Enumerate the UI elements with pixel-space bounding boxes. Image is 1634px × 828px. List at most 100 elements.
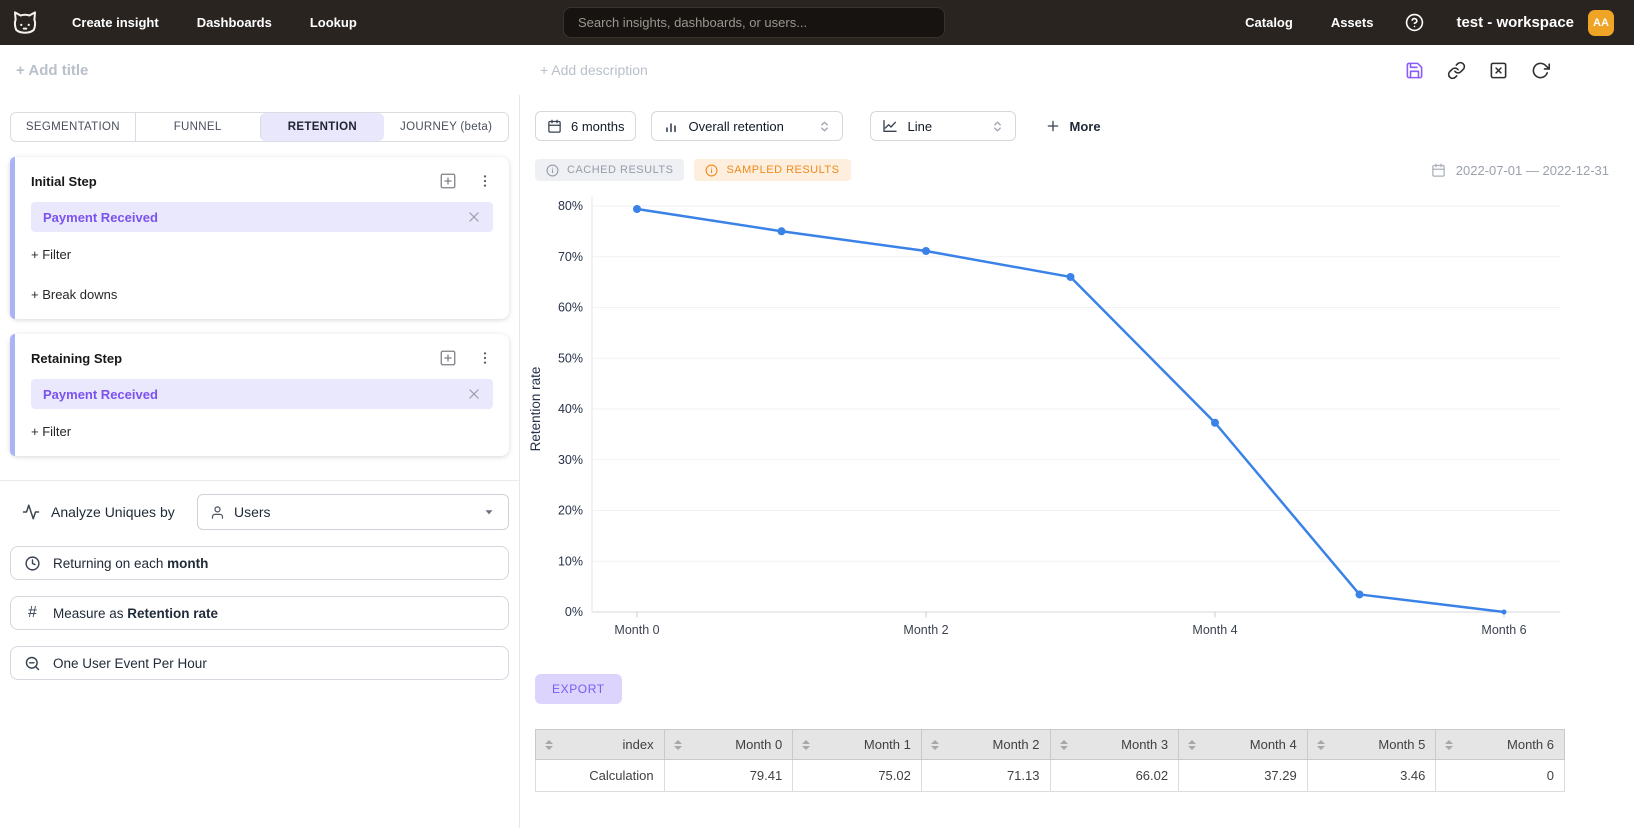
- date-range-button[interactable]: 6 months: [535, 111, 637, 141]
- select-chevrons-icon: [818, 120, 831, 133]
- table-header-month-1[interactable]: Month 1: [792, 729, 922, 760]
- table-cell: 66.02: [1049, 759, 1180, 792]
- option-returning-on-each-month[interactable]: Returning on each month: [10, 546, 509, 580]
- svg-text:60%: 60%: [558, 301, 583, 315]
- add-event-icon[interactable]: [439, 172, 457, 190]
- initial-step-card: Initial Step Paymen: [10, 157, 509, 319]
- initial-step-title: Initial Step: [31, 173, 97, 189]
- calendar-icon: [1431, 163, 1446, 178]
- table-cell: Calculation: [535, 759, 665, 792]
- sampled-results-badge[interactable]: SAMPLED RESULTS: [694, 159, 851, 181]
- table-header-month-6[interactable]: Month 6: [1435, 729, 1565, 760]
- retention-options: Returning on each month # Measure as Reten…: [10, 546, 509, 680]
- metric-select[interactable]: Overall retention: [651, 111, 844, 141]
- option-one-user-event-per-hour[interactable]: One User Event Per Hour: [10, 646, 509, 680]
- step-menu-icon[interactable]: [477, 173, 493, 189]
- tab-segmentation[interactable]: SEGMENTATION: [25, 121, 120, 133]
- refresh-icon[interactable]: [1531, 61, 1550, 80]
- sort-icon[interactable]: [930, 739, 939, 750]
- tab-funnel[interactable]: FUNNEL: [134, 113, 260, 141]
- sort-icon[interactable]: [1316, 739, 1325, 750]
- chart-date-range: 2022-07-01 — 2022-12-31: [1431, 163, 1609, 178]
- table-header-month-2[interactable]: Month 2: [920, 729, 1051, 760]
- svg-text:Month 2: Month 2: [903, 623, 948, 637]
- svg-text:80%: 80%: [558, 199, 583, 213]
- option-label: One User Event Per Hour: [53, 655, 207, 671]
- toolbar-actions: [1405, 61, 1550, 80]
- table-cell: 37.29: [1178, 759, 1308, 792]
- table-cell: 71.13: [920, 759, 1051, 792]
- workspace-name[interactable]: test - workspace: [1456, 14, 1574, 31]
- initial-step-event[interactable]: Payment Received: [31, 202, 493, 232]
- share-link-icon[interactable]: [1447, 61, 1466, 80]
- nav-create-insight[interactable]: Create insight: [72, 15, 159, 30]
- table-header-month-4[interactable]: Month 4: [1178, 729, 1308, 760]
- retaining-step-event[interactable]: Payment Received: [31, 379, 493, 409]
- analyze-entity-select[interactable]: Users: [197, 494, 509, 530]
- chart-controls: 6 months Overall retention: [535, 111, 1634, 141]
- bar-chart-icon: [663, 118, 679, 134]
- more-label: More: [1069, 118, 1101, 134]
- date-range-label: 6 months: [571, 118, 625, 134]
- sort-icon[interactable]: [802, 739, 811, 750]
- nav-catalog[interactable]: Catalog: [1245, 15, 1293, 30]
- data-point-month-1[interactable]: [777, 227, 786, 236]
- tab-journey-beta[interactable]: JOURNEY (beta): [400, 121, 493, 133]
- nav-dashboards[interactable]: Dashboards: [196, 15, 272, 30]
- option-label: Measure as Retention rate: [53, 605, 219, 621]
- user-icon: [210, 505, 225, 520]
- retention-chart-svg: 0% 10% 20% 30% 40% 50% 60% 70% 80% Month 0 Month 2…: [528, 196, 1561, 637]
- content: SEGMENTATION FUNNEL RETENTION JOURNEY (beta…: [0, 95, 1634, 828]
- more-button[interactable]: More: [1046, 118, 1101, 134]
- table-cell: 79.41: [663, 759, 794, 792]
- clock-icon: [24, 555, 41, 572]
- help-icon[interactable]: [1405, 13, 1424, 32]
- clear-square-icon[interactable]: [1489, 61, 1508, 80]
- add-breakdowns-button[interactable]: + Break downs: [31, 287, 118, 302]
- data-point-month-2[interactable]: [922, 247, 930, 256]
- svg-text:0%: 0%: [565, 605, 583, 619]
- sort-icon[interactable]: [1445, 739, 1454, 750]
- nav-assets[interactable]: Assets: [1330, 15, 1374, 30]
- info-icon: [546, 164, 559, 177]
- table-header-month-3[interactable]: Month 3: [1049, 729, 1180, 760]
- data-point-month-3[interactable]: [1066, 272, 1075, 281]
- save-icon[interactable]: [1405, 61, 1424, 80]
- add-title-button[interactable]: + Add title: [16, 61, 89, 79]
- hash-icon: #: [28, 604, 37, 621]
- add-event-icon[interactable]: [439, 349, 457, 367]
- tab-retention[interactable]: RETENTION: [259, 113, 385, 141]
- sort-icon[interactable]: [545, 739, 553, 750]
- chart-type-select[interactable]: Line: [870, 111, 1017, 141]
- search-input[interactable]: [563, 7, 945, 38]
- export-button[interactable]: EXPORT: [535, 674, 622, 704]
- event-name: Payment Received: [43, 386, 158, 402]
- add-description-button[interactable]: + Add description: [540, 62, 648, 78]
- sort-icon[interactable]: [1059, 739, 1068, 750]
- data-point-month-6[interactable]: [1501, 609, 1507, 615]
- svg-text:30%: 30%: [558, 453, 583, 467]
- data-point-month-0[interactable]: [633, 204, 641, 213]
- analyze-uniques-label: Analyze Uniques by: [51, 504, 175, 520]
- remove-event-icon[interactable]: [467, 210, 481, 224]
- table-header-month-0[interactable]: Month 0: [663, 729, 794, 760]
- nav-lookup[interactable]: Lookup: [309, 15, 357, 30]
- logo-cat-icon[interactable]: [10, 8, 40, 38]
- remove-event-icon[interactable]: [467, 387, 481, 401]
- avatar[interactable]: AA: [1588, 9, 1614, 36]
- data-point-month-4[interactable]: [1211, 418, 1219, 427]
- data-point-month-5[interactable]: [1355, 590, 1364, 599]
- table-header-index[interactable]: index: [535, 729, 665, 760]
- table-header-month-5[interactable]: Month 5: [1306, 729, 1437, 760]
- add-filter-button[interactable]: + Filter: [31, 247, 72, 262]
- sort-icon[interactable]: [1188, 739, 1197, 750]
- sort-icon[interactable]: [673, 739, 682, 750]
- nav-right: Catalog Assets test - workspace AA: [1245, 9, 1614, 36]
- retention-line-chart: 0% 10% 20% 30% 40% 50% 60% 70% 80% Month 0 Month 2…: [520, 186, 1634, 648]
- secondary-nav: Catalog Assets: [1245, 15, 1373, 30]
- option-measure-as-retention-rate[interactable]: # Measure as Retention rate: [10, 596, 509, 630]
- cached-results-label: CACHED RESULTS: [567, 164, 674, 176]
- svg-text:40%: 40%: [558, 402, 583, 416]
- add-filter-button[interactable]: + Filter: [31, 424, 72, 439]
- step-menu-icon[interactable]: [477, 350, 493, 366]
